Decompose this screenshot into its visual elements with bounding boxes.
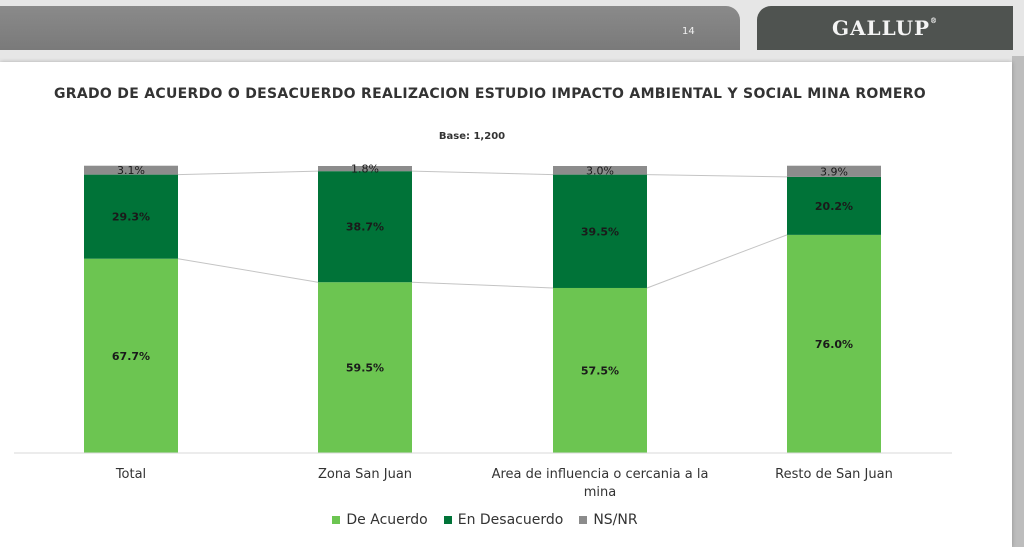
legend-swatch-0: [332, 516, 341, 524]
bar-segment-1-0: [84, 174, 178, 259]
data-label-2-1: 1.8%: [351, 163, 379, 176]
bar-segment-2-1: [318, 166, 412, 172]
x-tick-label-1: Zona San Juan: [318, 467, 412, 482]
data-label-0-3: 76.0%: [815, 338, 853, 351]
chart-subtitle: Base: 1,200: [438, 131, 506, 142]
bar-segment-2-2: [553, 166, 647, 175]
data-label-1-1: 38.7%: [346, 221, 384, 234]
connector-line-1-2: [646, 174, 788, 178]
connector-line-0-0: [177, 258, 319, 283]
brand-logo: GALLUP®: [831, 16, 939, 40]
data-label-0-0: 67.7%: [112, 350, 150, 363]
x-tick-label-3: Resto de San Juan: [775, 467, 893, 482]
bar-segment-1-2: [553, 174, 647, 288]
legend-item-1: En Desacuerdo: [443, 512, 564, 528]
legend-label-2: NS/NR: [593, 512, 638, 528]
chart-slide: GRADO DE ACUERDO O DESACUERDO REALIZACIO…: [0, 62, 1012, 547]
chart-title: GRADO DE ACUERDO O DESACUERDO REALIZACIO…: [54, 86, 926, 102]
data-label-0-1: 59.5%: [346, 362, 384, 375]
data-label-2-3: 3.9%: [820, 165, 848, 178]
data-label-1-2: 39.5%: [581, 225, 619, 238]
page-number: 14: [682, 26, 695, 37]
data-label-1-0: 29.3%: [112, 211, 150, 224]
legend-item-2: NS/NR: [579, 512, 638, 528]
bar-segment-1-3: [787, 176, 881, 235]
legend-swatch-2: [579, 516, 588, 524]
bar-segment-2-0: [84, 165, 178, 175]
legend-label-1: En Desacuerdo: [457, 512, 564, 528]
connector-line-1-1: [411, 170, 554, 176]
bar-segment-0-1: [318, 282, 412, 453]
data-label-1-3: 20.2%: [815, 200, 853, 213]
connector-line-0-2: [646, 234, 788, 289]
brand-bar: GALLUP®: [757, 6, 1013, 50]
right-edge-strip: [1012, 56, 1024, 547]
header-bar: 14: [0, 6, 740, 50]
bar-segment-1-1: [318, 171, 412, 283]
chart-legend: De Acuerdo En Desacuerdo NS/NR: [0, 512, 970, 528]
legend-label-0: De Acuerdo: [346, 512, 428, 528]
connector-line-0-1: [411, 281, 554, 289]
data-label-2-0: 3.1%: [117, 164, 145, 177]
bar-segment-0-2: [553, 287, 647, 453]
data-label-2-2: 3.0%: [586, 164, 614, 177]
x-tick-label-2: Area de influencia o cercania a la mina: [492, 467, 709, 500]
x-tick-label-0: Total: [115, 467, 146, 482]
data-label-0-2: 57.5%: [581, 364, 619, 377]
stacked-bar-chart: 67.7% 29.3% 3.1% 59.5% 38.7% 1.8% 57.5% 39.5% 3.…: [14, 163, 952, 500]
legend-item-0: De Acuerdo: [332, 512, 428, 528]
bar-segment-0-3: [787, 234, 881, 453]
bar-segment-0-0: [84, 258, 178, 453]
bar-segment-2-3: [787, 165, 881, 177]
connector-line-1-0: [177, 170, 319, 176]
legend-swatch-1: [443, 516, 452, 524]
